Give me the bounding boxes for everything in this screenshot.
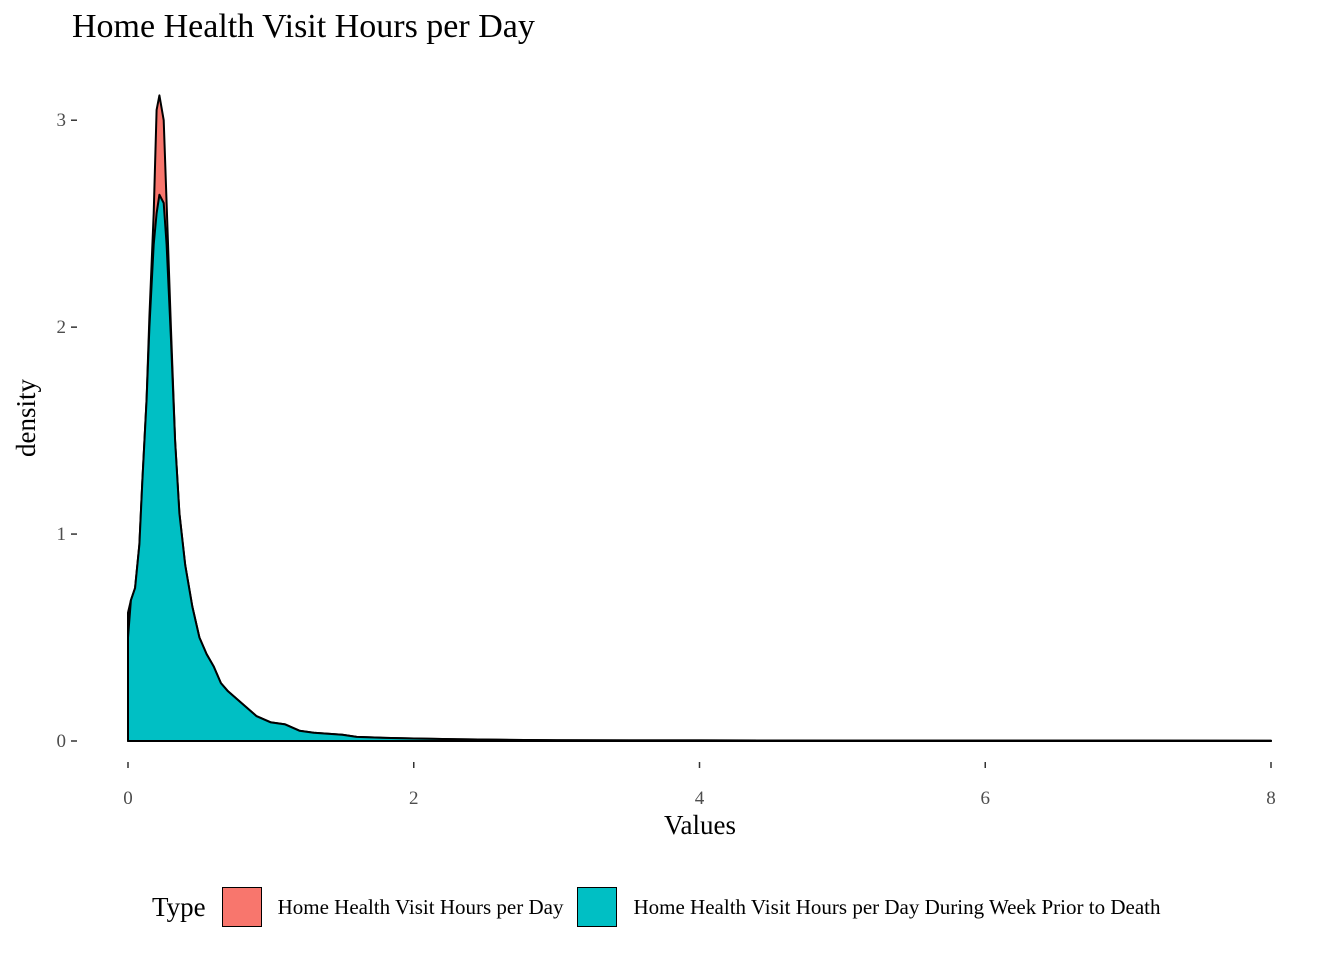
x-tick-label-0: 0 <box>123 788 133 809</box>
axis-layer: 0 1 2 3 0 2 4 6 8 <box>57 110 1276 809</box>
legend-label-overall: Home Health Visit Hours per Day <box>277 894 564 919</box>
x-tick-label-6: 6 <box>981 788 991 809</box>
y-tick-label-0: 0 <box>57 731 67 752</box>
legend-item-week-prior: Home Health Visit Hours per Day During W… <box>577 887 1160 927</box>
legend-key-red <box>221 887 262 927</box>
y-axis-title: density <box>11 379 41 457</box>
density-area-series-2 <box>127 193 1272 742</box>
x-tick-label-2: 2 <box>409 788 419 809</box>
legend-item-overall: Home Health Visit Hours per Day <box>221 887 564 927</box>
y-tick-label-2: 2 <box>57 317 67 338</box>
legend-key-teal <box>577 887 618 927</box>
legend-label-week-prior: Home Health Visit Hours per Day During W… <box>633 894 1161 919</box>
density-area-series-1 <box>127 94 1272 742</box>
chart-title: Home Health Visit Hours per Day <box>72 8 535 45</box>
legend: Type Home Health Visit Hours per Day Hom… <box>152 884 1174 930</box>
legend-title: Type <box>152 891 206 922</box>
y-tick-label-3: 3 <box>57 110 67 131</box>
x-tick-label-4: 4 <box>695 788 705 809</box>
series-layer <box>127 94 1272 742</box>
x-tick-label-8: 8 <box>1266 788 1276 809</box>
y-tick-label-1: 1 <box>57 524 67 545</box>
x-axis-title: Values <box>664 810 736 840</box>
